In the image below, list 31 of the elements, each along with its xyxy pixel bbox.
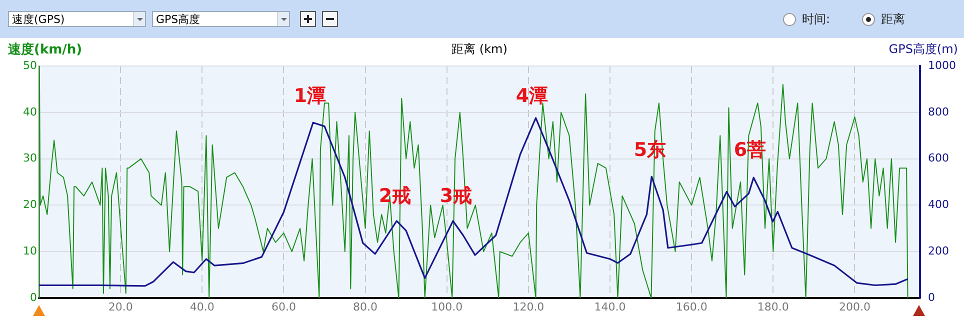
- x-tick-label: 180.0: [757, 300, 789, 314]
- y-tick-label: 0: [30, 290, 37, 304]
- x-tick-label: 60.0: [271, 300, 296, 314]
- y-tick-label: 50: [23, 58, 37, 72]
- text: 时间:: [802, 10, 830, 28]
- y2-tick-label: 200: [928, 244, 949, 258]
- x-tick-label: 100.0: [431, 300, 463, 314]
- text: GPS高度: [156, 13, 200, 26]
- text: 速度(GPS): [12, 13, 65, 26]
- x-tick-label: 20.0: [108, 300, 133, 314]
- y-tick-label: 10: [23, 244, 37, 258]
- y-axis-title: 速度(km/h): [8, 41, 82, 58]
- annotation: 1潭: [294, 84, 326, 107]
- text: 距离: [881, 10, 905, 28]
- annotation: 4潭: [516, 84, 548, 107]
- y2-axis-title: GPS高度(m): [888, 42, 958, 56]
- x-axis-title: 距离 (km): [452, 42, 508, 56]
- x-tick-label: 200.0: [838, 300, 870, 314]
- x-tick-label: 40.0: [190, 300, 214, 314]
- y2-tick-label: 600: [928, 152, 949, 165]
- x-tick-label: 140.0: [594, 300, 626, 314]
- y-tick-label: 40: [23, 105, 37, 118]
- y2-tick-label: 800: [928, 105, 949, 118]
- y-tick-label: 20: [23, 198, 37, 212]
- y-tick-label: 30: [23, 152, 37, 165]
- x-tick-label: 80.0: [353, 300, 378, 314]
- x-tick-label: 120.0: [512, 300, 544, 314]
- y2-tick-label: 0: [928, 290, 935, 304]
- x-tick-label: 160.0: [676, 300, 708, 314]
- y2-tick-label: 1000: [928, 58, 956, 72]
- y2-tick-label: 400: [928, 198, 949, 212]
